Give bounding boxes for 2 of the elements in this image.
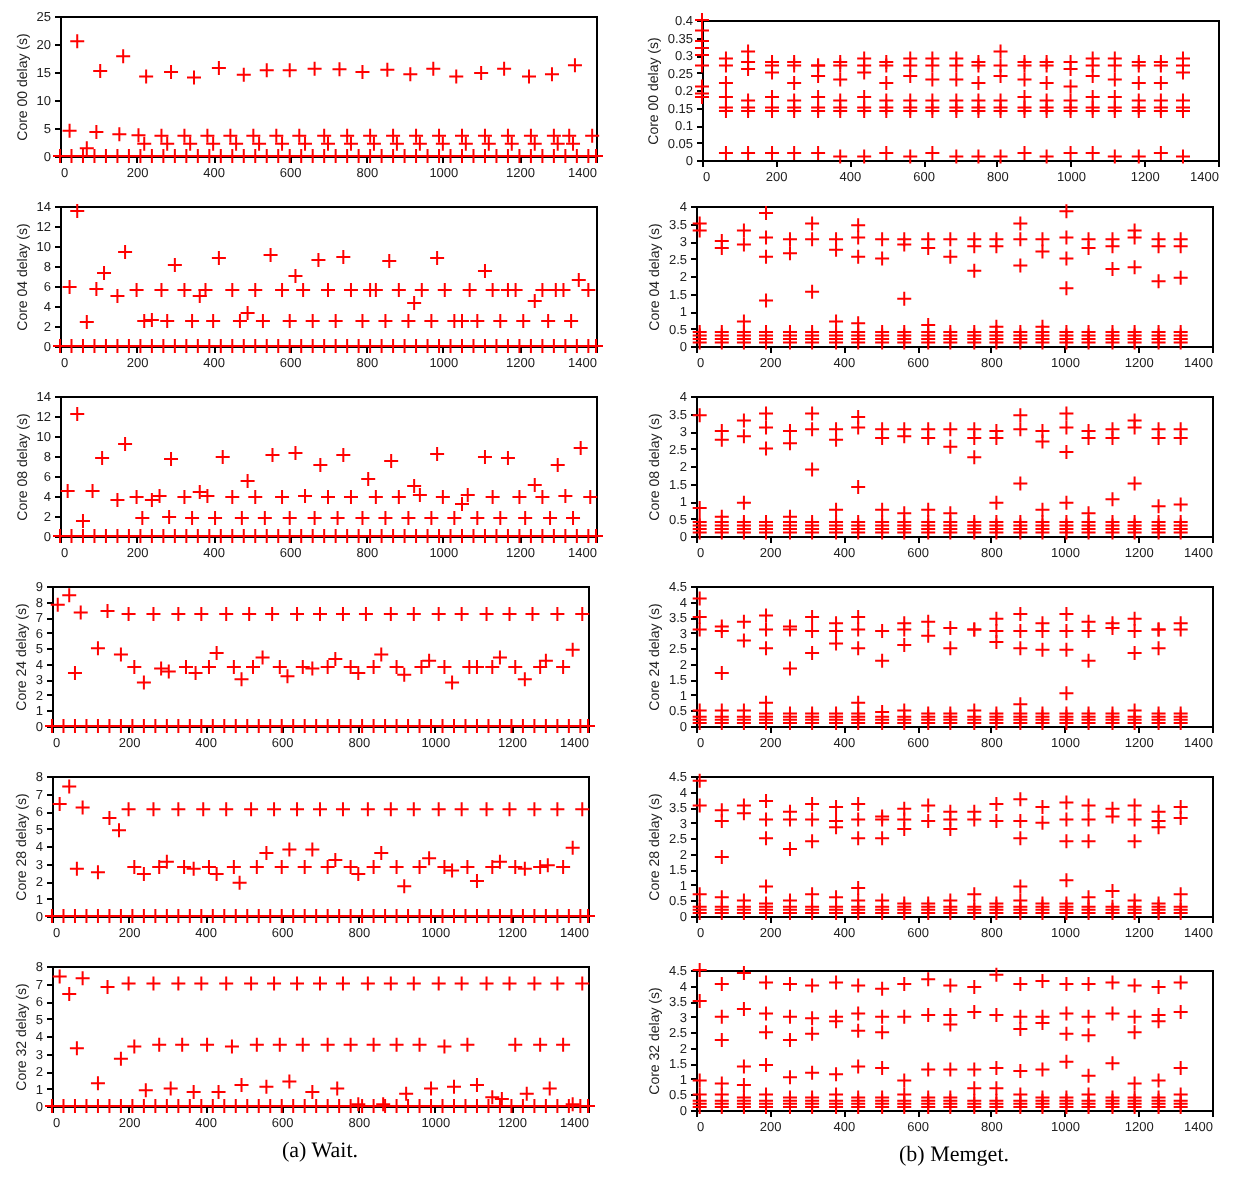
text: (a) Wait. [281, 1139, 359, 1163]
text: (b) Memget. [899, 1143, 1010, 1167]
